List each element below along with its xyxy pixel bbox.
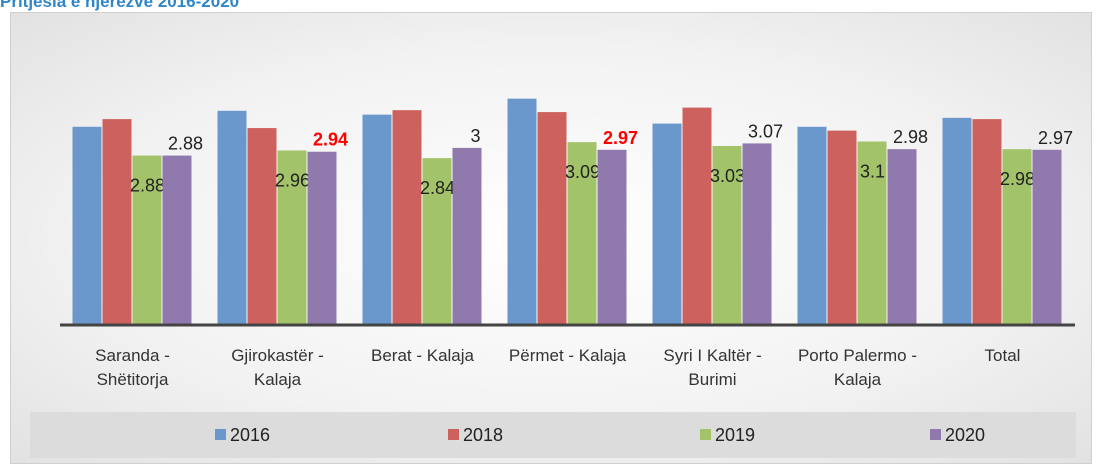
legend-swatch: [448, 429, 459, 440]
legend-band: [30, 412, 1076, 458]
bar: [132, 155, 162, 325]
bar: [102, 119, 132, 325]
bar: [712, 145, 742, 325]
data-label: 2.88: [168, 134, 203, 154]
data-label: 3.09: [565, 162, 600, 182]
bar: [972, 119, 1002, 325]
x-tick-label: Berat - Kalaja: [371, 346, 474, 365]
x-tick-label: Gjirokastër - Kalaja: [231, 346, 324, 389]
bar: [307, 151, 337, 325]
legend-swatch: [215, 429, 226, 440]
data-label: 2.84: [420, 178, 455, 198]
legend-swatch: [930, 429, 941, 440]
data-label: 3.1: [860, 161, 885, 181]
data-label: 2.88: [130, 176, 165, 196]
legend-label: 2018: [463, 425, 503, 445]
bar: [597, 149, 627, 325]
data-label: 2.94: [313, 130, 348, 150]
x-tick-label: Total: [984, 346, 1021, 365]
bar: [797, 126, 827, 325]
bar: [537, 112, 567, 325]
x-tick-label: Saranda - Shëtitorja: [95, 346, 170, 389]
x-tick-label: Porto Palermo - Kalaja: [797, 346, 918, 389]
chart-title: Pritjesia e njerëzve 2016-2020: [0, 0, 240, 11]
x-tick-label: Përmet - Kalaja: [508, 346, 627, 365]
bar: [1032, 149, 1062, 325]
bar: [422, 158, 452, 325]
data-label: 3.03: [710, 166, 745, 186]
bar: [857, 141, 887, 325]
bar: [887, 149, 917, 325]
x-tick-label: Syri I Kaltër - Burimi: [663, 346, 762, 389]
data-label: 2.98: [893, 127, 928, 147]
bar: [162, 155, 192, 325]
bar: [1002, 149, 1032, 325]
bar: [567, 142, 597, 325]
bar: [742, 143, 772, 325]
data-label: 2.97: [1038, 128, 1073, 148]
bar: [72, 126, 102, 325]
bar: [217, 110, 247, 325]
legend-label: 2016: [230, 425, 270, 445]
legend-swatch: [700, 429, 711, 440]
data-label: 3: [470, 126, 480, 146]
bar: [652, 123, 682, 325]
legend-label: 2019: [715, 425, 755, 445]
data-label: 2.97: [603, 128, 638, 148]
bar: [452, 147, 482, 325]
bar: [682, 107, 712, 325]
data-label: 2.96: [275, 170, 310, 190]
data-label: 2.98: [1000, 169, 1035, 189]
bar: [362, 114, 392, 326]
legend-label: 2020: [945, 425, 985, 445]
bar: [507, 98, 537, 325]
bar: [392, 110, 422, 326]
data-label: 3.07: [748, 121, 783, 141]
bar: [277, 150, 307, 325]
bar: [942, 117, 972, 326]
bar: [827, 130, 857, 325]
bar: [247, 128, 277, 325]
